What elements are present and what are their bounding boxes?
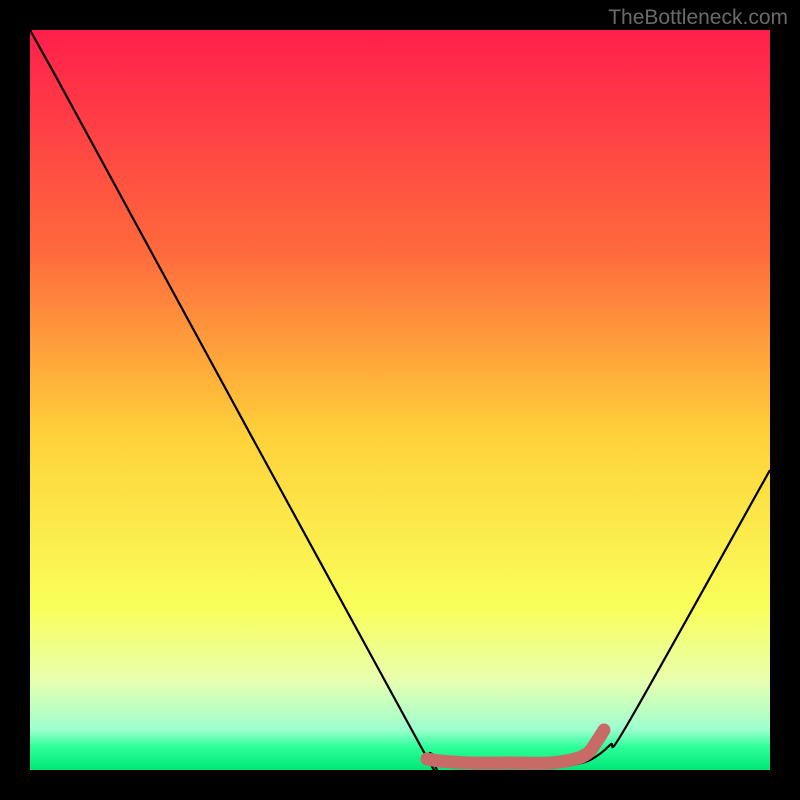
gradient-background [30,30,770,770]
chart-plot-area [30,30,770,770]
watermark-text: TheBottleneck.com [608,6,788,30]
chart-svg [30,30,770,770]
